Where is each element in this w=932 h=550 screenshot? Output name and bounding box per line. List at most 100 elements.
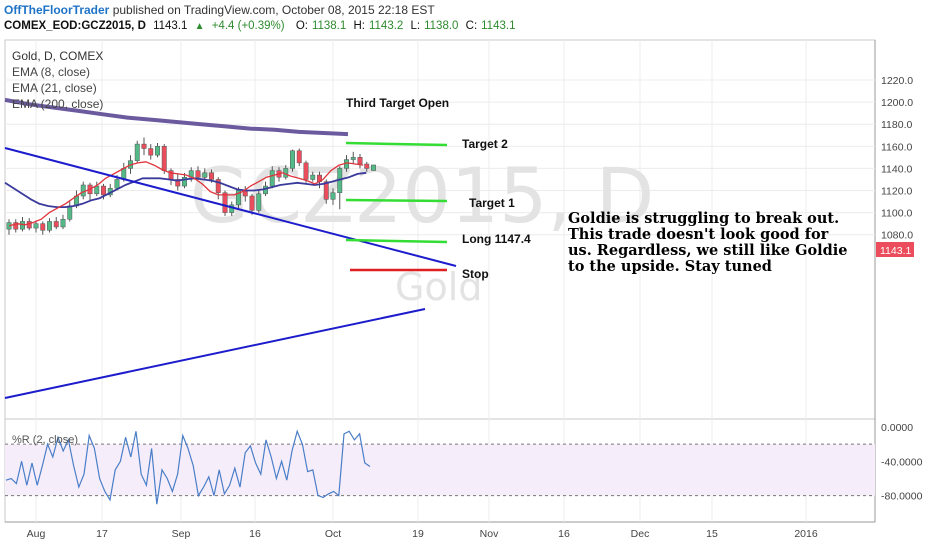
target2-line[interactable] (345, 141, 448, 147)
legend-ema200[interactable]: EMA (200, close) (12, 97, 103, 111)
price-badge: 1143.1 (880, 245, 911, 257)
time-axis[interactable]: Aug 17 Sep 16 Oct 19 Nov 16 Dec 15 2016 (27, 528, 818, 540)
candle-body (209, 172, 214, 180)
candle (155, 142, 160, 158)
time-tick-label: 16 (249, 528, 261, 540)
third-target-label: Third Target Open (346, 96, 449, 110)
candle-body (195, 170, 201, 178)
candle (13, 219, 19, 233)
legend-ema8[interactable]: EMA (8, close) (12, 65, 90, 79)
candle (134, 140, 140, 163)
low-value: 1138.0 (424, 20, 459, 32)
candle-body (13, 222, 19, 230)
long-entry-line[interactable] (345, 238, 448, 244)
candle-body (323, 181, 329, 200)
candle (371, 164, 376, 171)
candle-body (364, 163, 370, 169)
candle-body (67, 205, 73, 220)
time-tick-label: Sep (172, 528, 191, 540)
candle (195, 166, 201, 180)
candle (47, 218, 52, 233)
wr-band (5, 443, 875, 497)
candle (202, 168, 208, 180)
candle-body (155, 146, 160, 156)
candle (236, 187, 241, 209)
author-link[interactable]: OffTheFloorTrader (4, 3, 110, 17)
target1-line[interactable] (345, 198, 448, 203)
candle (350, 151, 356, 164)
wr-tick-label: -80.0000 (881, 491, 923, 503)
candle-body (175, 179, 181, 187)
candle (33, 220, 39, 233)
candle-body (40, 223, 46, 231)
stop-label: Stop (462, 267, 489, 281)
price-tick-label: 1200.0 (881, 97, 913, 109)
williams-r-line (5, 429, 371, 505)
high-label: H: (353, 20, 365, 32)
candle-body (26, 221, 32, 229)
upper-trendline[interactable] (4, 147, 457, 267)
main-pane-frame (4, 39, 876, 420)
candle-body (47, 221, 52, 231)
long-label: Long 1147.4 (462, 232, 531, 246)
price-tick-label: 1120.0 (881, 186, 912, 198)
candle (296, 148, 302, 167)
candle-body (53, 221, 59, 228)
lower-trendline[interactable] (4, 308, 426, 399)
price-tick-label: 1180.0 (881, 119, 912, 131)
published-text: published on TradingView.com, October 08… (112, 3, 435, 17)
candle-body (94, 185, 100, 195)
watermark-name: Gold (395, 265, 482, 309)
candle-body (148, 148, 154, 156)
change-value: +4.4 (+0.39%) (211, 20, 285, 32)
legend-title: Gold, D, COMEX (12, 49, 103, 63)
open-label: O: (295, 20, 308, 32)
quote-header: COMEX_EOD:GCZ2015, D 1143.1 ▲ +4.4 (+0.3… (4, 20, 519, 37)
high-value: 1143.2 (368, 20, 404, 32)
candle (175, 173, 181, 191)
wr-tick-label: 0.0000 (881, 422, 913, 434)
candle-body (222, 192, 228, 213)
commentary-line-2: This trade doesn't look good for (568, 226, 829, 243)
time-tick-label: Aug (27, 528, 46, 540)
price-axis[interactable]: 1220.0 1200.0 1180.0 1160.0 1140.0 1120.0 1100… (881, 75, 923, 503)
time-tick-label: 2016 (794, 528, 818, 540)
candle (290, 149, 295, 172)
symbol-label: COMEX_EOD:GCZ2015, D (4, 20, 146, 32)
candle (141, 137, 147, 156)
candle-body (256, 193, 262, 211)
candle-body (33, 223, 39, 229)
candle-body (269, 170, 275, 187)
ema21-line[interactable] (4, 171, 367, 209)
candle-body (249, 195, 255, 211)
commentary: Goldie is struggling to break out. This … (568, 210, 848, 275)
wr-series[interactable] (5, 429, 371, 505)
candle-body (134, 143, 140, 161)
candle-body (350, 157, 356, 160)
candle (357, 154, 363, 169)
publish-header: OffTheFloorTrader published on TradingVi… (4, 3, 435, 20)
candle (330, 188, 336, 205)
indicator-label: %R (2, close) (12, 434, 78, 446)
candle (148, 144, 154, 160)
ema200-line[interactable] (4, 97, 349, 137)
commentary-line-3: us. Regardless, we still like Goldie (568, 242, 848, 259)
candle (256, 190, 262, 213)
legend-ema21[interactable]: EMA (21, close) (12, 81, 97, 95)
candle (310, 171, 316, 182)
ema8-line[interactable] (8, 161, 364, 227)
commentary-line-4: to the upside. Stay tuned (568, 258, 772, 275)
candle-body (290, 150, 295, 169)
candle (269, 166, 275, 189)
candle-body (60, 218, 66, 228)
candle-body (215, 179, 221, 193)
candle (40, 221, 46, 235)
wr-tick-label: -40.0000 (881, 456, 923, 468)
candle (215, 177, 221, 200)
price-tick-label: 1160.0 (881, 141, 912, 153)
candle-body (303, 162, 309, 180)
candle-body (296, 150, 302, 164)
candle (364, 161, 370, 172)
candle-body (161, 146, 167, 171)
